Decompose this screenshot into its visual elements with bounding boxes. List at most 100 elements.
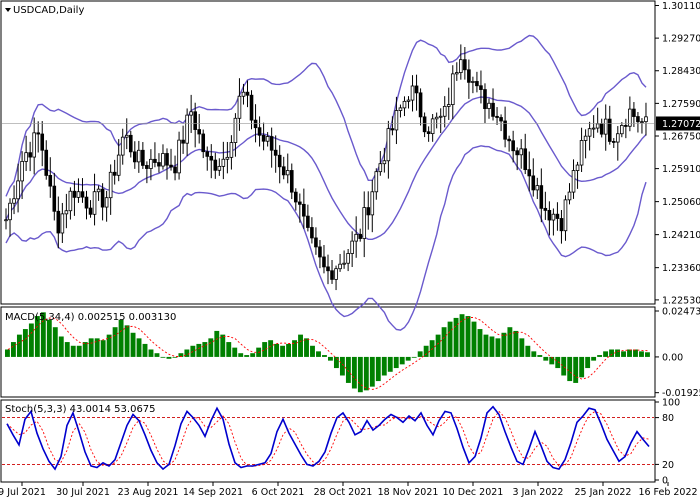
symbol-dropdown[interactable]: USDCAD,Daily xyxy=(5,5,84,16)
candle-body xyxy=(406,99,411,102)
candle-body xyxy=(531,175,536,191)
macd-histogram-bar xyxy=(489,336,495,357)
candle-body xyxy=(495,115,499,118)
time-axis-label: 25 Jan 2022 xyxy=(575,487,632,498)
candle-body xyxy=(519,148,523,156)
stoch-k-line xyxy=(6,405,650,471)
macd-histogram-bar xyxy=(405,356,411,361)
macd-histogram-bar xyxy=(417,351,423,357)
chevron-down-icon[interactable] xyxy=(5,8,11,12)
candle-body xyxy=(483,89,487,110)
macd-histogram-bar xyxy=(5,349,10,357)
macd-histogram-bar xyxy=(196,343,202,357)
candle-body xyxy=(394,110,399,131)
macd-histogram-bar xyxy=(519,338,525,357)
macd-histogram-bar xyxy=(100,340,106,357)
macd-histogram-bar xyxy=(274,343,280,357)
time-axis-label: 6 Oct 2021 xyxy=(252,487,305,498)
macd-histogram-bar xyxy=(399,356,405,365)
price-axis-label: 1.22530 xyxy=(662,295,700,306)
time-axis-label: 30 Jul 2021 xyxy=(56,487,110,498)
macd-histogram-bar xyxy=(471,321,477,357)
stoch-axis-label: 100 xyxy=(662,398,680,409)
price-axis-label: 1.23360 xyxy=(662,263,700,274)
candle-body xyxy=(213,159,218,171)
macd-histogram-bar xyxy=(633,349,638,357)
macd-histogram-bar xyxy=(328,356,333,361)
candle-body xyxy=(193,111,197,130)
macd-axis-label: -0.019251 xyxy=(662,388,700,399)
candle-body xyxy=(438,115,443,118)
macd-histogram-bar xyxy=(40,312,46,357)
candle-body xyxy=(112,171,117,176)
candle-body xyxy=(434,116,439,120)
macd-histogram-bar xyxy=(525,345,531,357)
stoch-header: Stoch(5,3,3) 43.0014 53.0675 xyxy=(5,404,156,415)
macd-histogram-bar xyxy=(543,356,549,361)
macd-histogram-bar xyxy=(567,356,573,382)
price-axis-label: 1.25060 xyxy=(662,197,700,208)
candle-body xyxy=(181,139,185,144)
macd-histogram-bar xyxy=(112,327,118,357)
candle-body xyxy=(68,190,73,212)
candle-body xyxy=(454,72,459,75)
candle-body xyxy=(422,116,427,133)
candle-body xyxy=(374,171,379,193)
candle-body xyxy=(205,151,210,157)
macd-histogram-bar xyxy=(82,342,88,357)
macd-histogram-bar xyxy=(447,321,453,357)
candle-body xyxy=(225,156,230,160)
candle-body xyxy=(471,81,475,83)
candle-body xyxy=(157,162,161,167)
candle-body xyxy=(636,116,640,123)
candle-body xyxy=(430,118,435,135)
candle-body xyxy=(120,136,125,156)
macd-histogram-bar xyxy=(501,332,507,357)
candle-body xyxy=(52,185,57,212)
candle-body xyxy=(132,151,137,163)
candle-body xyxy=(88,207,93,215)
candle-body xyxy=(24,152,28,162)
candle-body xyxy=(640,121,644,124)
candle-body xyxy=(354,233,358,242)
candle-body xyxy=(579,140,584,166)
price-axis-label: 1.30110 xyxy=(662,1,700,12)
macd-histogram-bar xyxy=(322,355,327,357)
time-axis-label: 14 Sep 2021 xyxy=(183,487,243,498)
time-axis-label: 23 Aug 2021 xyxy=(118,487,179,498)
price-axis-label: 1.25910 xyxy=(662,164,700,175)
current-price-label: 1.27072 xyxy=(662,119,700,130)
candle-body xyxy=(241,91,246,97)
macd-histogram-bar xyxy=(465,316,471,357)
stoch-chart xyxy=(2,405,654,471)
candle-body xyxy=(249,94,254,121)
macd-histogram-bar xyxy=(64,342,70,357)
candle-body xyxy=(571,170,576,193)
macd-histogram-bar xyxy=(232,347,238,357)
macd-histogram-bar xyxy=(304,338,309,357)
candle-body xyxy=(539,185,544,209)
candle-body xyxy=(124,134,129,138)
candle-body xyxy=(306,215,310,228)
candle-body xyxy=(442,105,447,117)
time-axis-label: 3 Jan 2022 xyxy=(513,487,564,498)
stoch-axis-label: 20 xyxy=(662,460,674,471)
macd-histogram-bar xyxy=(244,355,250,357)
candle-body xyxy=(386,128,391,162)
candle-body xyxy=(104,197,109,208)
macd-histogram-bar xyxy=(280,345,286,357)
macd-signal-line xyxy=(7,317,649,390)
candle-body xyxy=(245,91,250,96)
candle-body xyxy=(487,102,491,110)
macd-histogram-bar xyxy=(202,342,208,357)
candle-body xyxy=(20,161,24,182)
candle-body xyxy=(209,155,214,161)
candle-body xyxy=(410,85,415,101)
candle-body xyxy=(535,185,540,191)
candle-body xyxy=(366,207,371,216)
macd-histogram-bar xyxy=(292,340,297,357)
candle-body xyxy=(318,246,322,258)
candle-body xyxy=(326,266,330,272)
macd-histogram-bar xyxy=(76,345,82,357)
candle-body xyxy=(281,166,286,176)
